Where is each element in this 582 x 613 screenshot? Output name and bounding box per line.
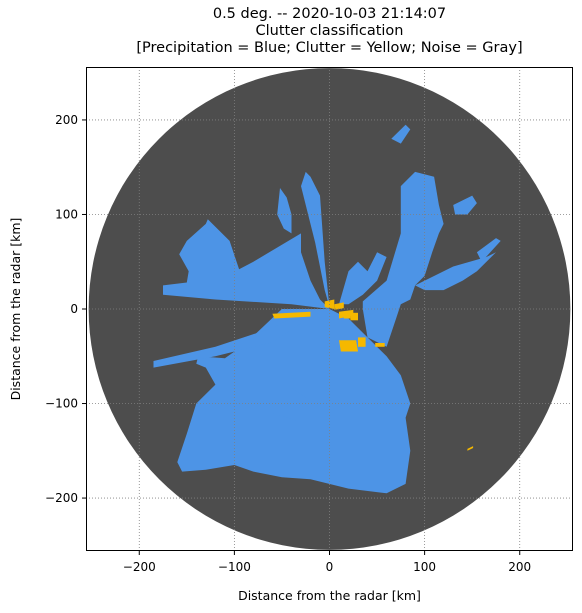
precipitation-region — [362, 171, 444, 347]
chart-subtitle: Clutter classification — [255, 23, 404, 39]
y-tick-label: −100 — [45, 397, 78, 411]
grid-lines — [86, 67, 573, 551]
chart-title: 0.5 deg. -- 2020-10-03 21:14:07 — [212, 6, 447, 22]
precipitation-region — [163, 219, 330, 309]
precipitation-region — [453, 195, 477, 215]
precipitation-region — [339, 252, 387, 305]
clutter-region — [375, 343, 385, 347]
precipitation-region — [415, 252, 496, 291]
x-tick-label: −200 — [123, 560, 156, 574]
clutter-region — [350, 312, 358, 321]
y-tick-label: 200 — [55, 113, 78, 127]
clutter-layer — [272, 299, 474, 451]
precipitation-region — [391, 124, 411, 144]
clutter-region — [467, 446, 474, 451]
x-axis-ticks: −200 −100 0 100 200 — [123, 551, 531, 574]
plot-border — [86, 67, 573, 551]
chart-title-block: 0.5 deg. -- 2020-10-03 21:14:07 Clutter … — [86, 6, 573, 57]
x-tick-label: 200 — [508, 560, 531, 574]
clutter-region — [343, 313, 351, 319]
y-tick-label: 0 — [70, 302, 78, 316]
precipitation-region — [301, 171, 330, 308]
precipitation-region — [277, 188, 292, 234]
precipitation-region — [153, 313, 301, 368]
clutter-region — [358, 337, 366, 347]
x-tick-label: 0 — [326, 560, 334, 574]
chart-legend-text: [Precipitation = Blue; Clutter = Yellow;… — [136, 40, 523, 56]
clutter-region — [334, 302, 344, 310]
clutter-region — [272, 311, 311, 319]
precipitation-region — [476, 238, 501, 262]
x-axis-label: Distance from the radar [km] — [238, 588, 421, 603]
y-axis-ticks: −200 −100 0 100 200 — [45, 113, 86, 505]
precipitation-layer — [153, 124, 501, 494]
x-tick-label: −100 — [218, 560, 251, 574]
y-tick-label: −200 — [45, 491, 78, 505]
x-tick-label: 100 — [413, 560, 436, 574]
clutter-region — [339, 340, 358, 352]
y-axis-label: Distance from the radar [km] — [8, 218, 23, 401]
y-tick-label: 100 — [55, 207, 78, 221]
